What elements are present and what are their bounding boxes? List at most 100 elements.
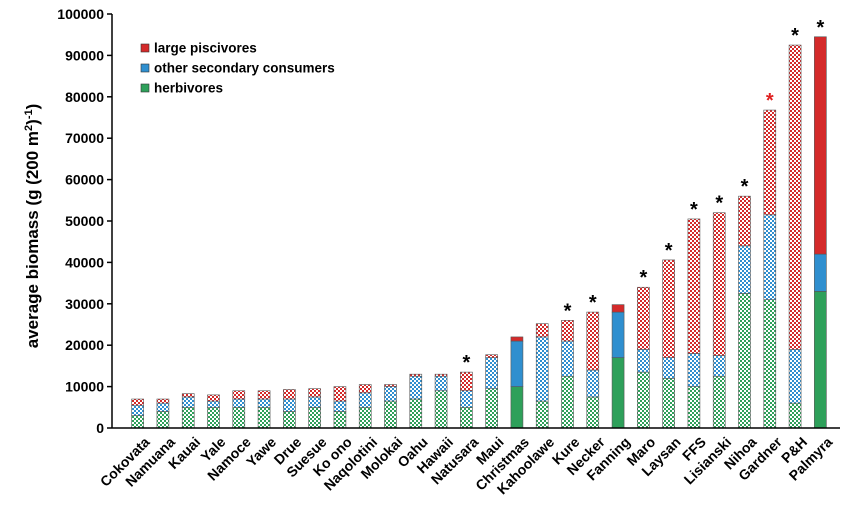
bar-segment: [637, 371, 650, 429]
bar-segment: [586, 311, 600, 371]
bar-segment: [181, 396, 195, 408]
significance-star: *: [589, 292, 597, 314]
bar-segment: [460, 406, 473, 429]
bar-segment: [232, 390, 246, 400]
bar-segment: [257, 390, 271, 400]
bar-segment: [763, 109, 777, 216]
bar-segment: [510, 386, 524, 429]
legend: large piscivores other secondary consumer…: [140, 41, 335, 96]
significance-star: *: [715, 193, 723, 215]
bar-segment: [257, 398, 271, 408]
bar-segment: [409, 373, 423, 377]
bar-segment: [434, 390, 448, 429]
bar-segment: [586, 369, 600, 398]
legend-swatch: [140, 83, 150, 93]
bar-segment: [257, 406, 271, 429]
significance-star: *: [665, 240, 673, 262]
bar-segment: [510, 340, 524, 387]
bar-segment: [434, 373, 448, 377]
bar-segment: [308, 396, 321, 408]
bar-segment: [131, 398, 144, 406]
significance-star: *: [639, 267, 647, 289]
bar-segment: [409, 375, 423, 400]
bar-segment: [687, 218, 701, 354]
bar-segment: [308, 388, 321, 398]
y-tick-label: 10000: [65, 379, 104, 395]
y-tick-label: 50000: [65, 213, 104, 229]
bar-segment: [232, 398, 246, 408]
bar-segment: [611, 304, 625, 313]
bar-segment: [763, 214, 777, 300]
bar-segment: [485, 357, 498, 389]
y-tick-label: 70000: [65, 130, 104, 146]
significance-star: *: [462, 352, 470, 374]
y-axis-ticks: 0 10000 20000 30000 40000 50000 60000 70000 8000…: [57, 6, 112, 436]
bar-segment: [384, 384, 397, 387]
bar-segment: [358, 406, 372, 429]
bar-segment: [662, 378, 675, 429]
significance-star: *: [816, 17, 824, 39]
bar-segment: [207, 400, 220, 408]
bar-segment: [687, 353, 701, 387]
bar-segment: [207, 394, 220, 402]
bar-segment: [358, 392, 372, 408]
bar-segment: [156, 402, 170, 412]
bar-segment: [384, 386, 397, 402]
bar-segment: [333, 386, 347, 402]
bar-segment: [814, 36, 827, 255]
legend-swatch: [140, 43, 150, 53]
bar-segment: [561, 320, 574, 342]
bar-segment: [611, 311, 625, 358]
legend-label: herbivores: [154, 81, 223, 96]
bar-segment: [358, 384, 372, 394]
bar-segment: [712, 355, 726, 377]
bar-segment: [460, 371, 473, 392]
bar-segment: [181, 393, 195, 398]
y-tick-label: 0: [96, 420, 104, 436]
bar-segment: [738, 245, 751, 294]
significance-star: *: [766, 90, 774, 112]
bar-segment: [181, 406, 195, 429]
bar-segment: [535, 336, 549, 402]
bar-segment: [156, 411, 170, 429]
bar-segment: [460, 390, 473, 408]
y-tick-label: 30000: [65, 296, 104, 312]
bar-segment: [637, 349, 650, 373]
y-tick-label: 80000: [65, 89, 104, 105]
legend-swatch: [140, 63, 150, 73]
bar-segment: [637, 286, 650, 350]
legend-label: large piscivores: [154, 41, 257, 56]
significance-star: *: [741, 176, 749, 198]
legend-label: other secondary consumers: [154, 61, 335, 76]
y-tick-label: 20000: [65, 337, 104, 353]
bar-segment: [207, 406, 220, 429]
bar-segment: [283, 411, 296, 429]
bar-segment: [232, 406, 246, 429]
bar-segment: [788, 44, 802, 350]
bar-segment: [561, 375, 574, 429]
y-tick-label: 90000: [65, 47, 104, 63]
bar-segment: [283, 389, 296, 400]
bar-segment: [485, 354, 498, 358]
bar-segment: [814, 291, 827, 429]
bar-segment: [535, 400, 549, 429]
bar-segment: [738, 293, 751, 429]
bar-segment: [763, 299, 777, 429]
y-tick-label: 60000: [65, 172, 104, 188]
bar-segment: [687, 386, 701, 429]
bar-segment: [814, 253, 827, 292]
bar-segment: [485, 388, 498, 429]
bar-segment: [333, 411, 347, 429]
significance-star: *: [564, 300, 572, 322]
bars: [131, 36, 827, 429]
bar-segment: [712, 212, 726, 356]
bar-segment: [333, 400, 347, 412]
bar-segment: [308, 406, 321, 429]
bar-segment: [131, 415, 144, 429]
significance-star: *: [791, 25, 799, 47]
bar-segment: [788, 402, 802, 429]
y-tick-label: 100000: [57, 6, 104, 22]
bar-segment: [535, 323, 549, 338]
bar-segment: [156, 398, 170, 404]
